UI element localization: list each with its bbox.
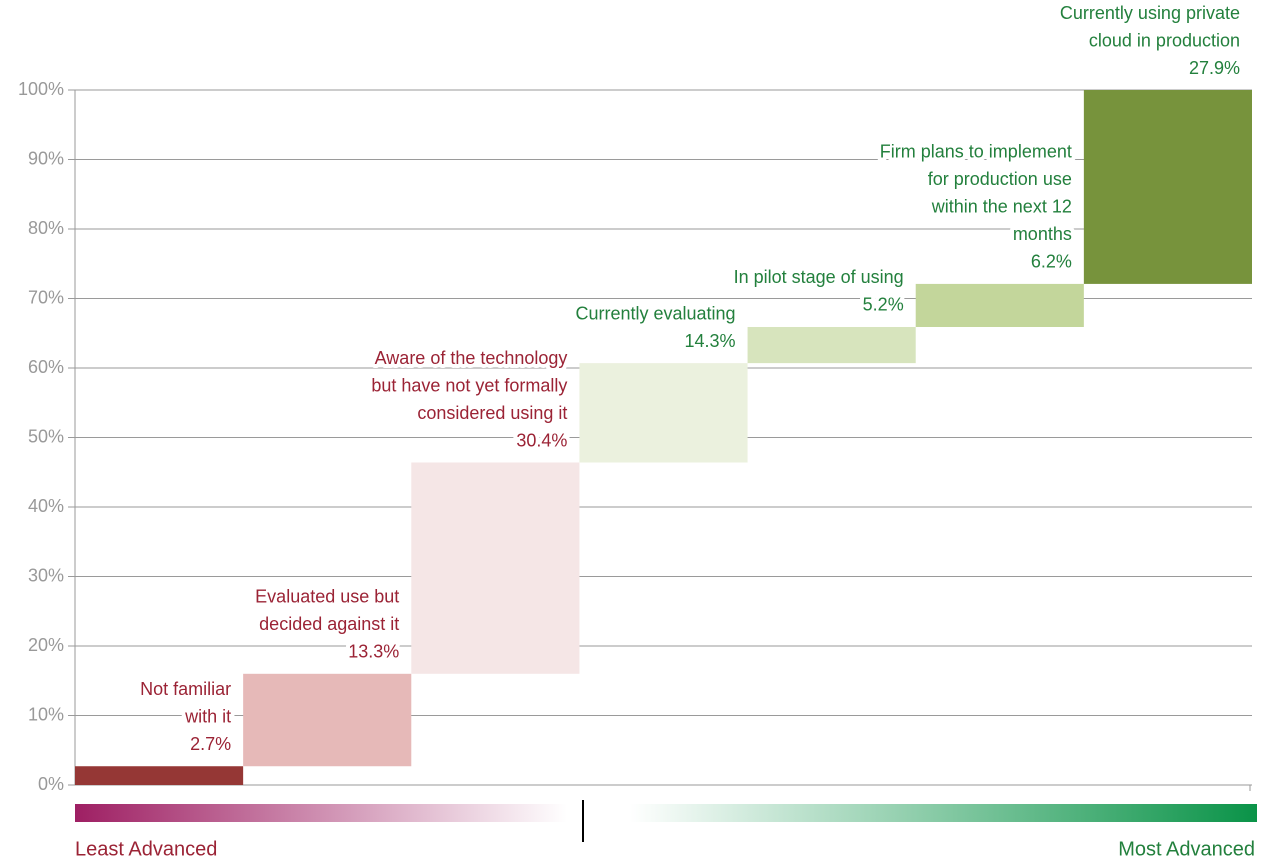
bar [243,673,412,767]
y-tick-label: 40% [28,496,64,516]
y-tick-label: 80% [28,218,64,238]
y-tick-label: 100% [18,79,64,99]
most-label: Most Advanced [1118,838,1255,860]
value-label: 30.4% [516,430,567,450]
bar [75,766,244,785]
category-label: decided against it [259,614,399,634]
bar [411,462,580,674]
category-label: within the next 12 [931,197,1072,217]
bar [915,283,1084,327]
most-gradient [630,804,1257,822]
bar [579,363,748,463]
bar [1083,90,1252,284]
category-label: In pilot stage of using [734,267,904,287]
category-label: months [1013,224,1072,244]
y-tick-label: 10% [28,704,64,724]
y-tick-label: 20% [28,635,64,655]
category-label: with it [184,706,231,726]
category-label: but have not yet formally [371,375,567,395]
category-label: cloud in production [1089,30,1240,50]
y-tick-label: 30% [28,565,64,585]
value-label: 27.9% [1189,58,1240,78]
category-label: Firm plans to implement [880,142,1072,162]
least-label: Least Advanced [75,838,217,860]
value-label: 6.2% [1031,252,1072,272]
category-label: considered using it [417,403,567,423]
bar [747,326,916,364]
y-tick-label: 50% [28,426,64,446]
category-label: Currently using private [1060,3,1240,23]
value-label: 14.3% [685,331,736,351]
category-label: Aware of the technology [375,348,568,368]
value-label: 13.3% [348,642,399,662]
y-tick-label: 90% [28,148,64,168]
y-tick-label: 0% [38,774,64,794]
y-tick-label: 60% [28,357,64,377]
least-gradient [75,804,567,822]
category-label: Not familiar [140,679,231,699]
category-label: Evaluated use but [255,587,399,607]
category-label: for production use [928,169,1072,189]
category-label: Currently evaluating [575,303,735,323]
y-tick-label: 70% [28,287,64,307]
value-label: 2.7% [190,734,231,754]
value-label: 5.2% [863,295,904,315]
